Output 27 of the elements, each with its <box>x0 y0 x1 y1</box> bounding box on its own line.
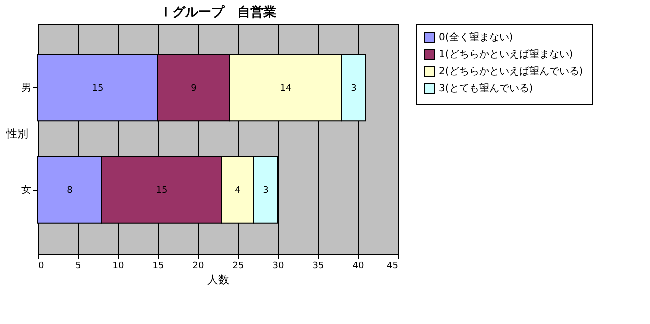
x-tick-label: 20 <box>192 262 204 272</box>
y-tick-label: 男 <box>22 82 32 94</box>
data-label: 9 <box>191 84 198 94</box>
data-label: 15 <box>156 186 168 196</box>
legend-label: 3(とても望んでいる) <box>439 82 534 94</box>
y-tick-label: 女 <box>22 184 32 196</box>
data-label: 3 <box>351 84 357 94</box>
x-tick-label: 0 <box>38 262 44 272</box>
legend-label: 0(全く望まない) <box>439 32 514 44</box>
data-label: 3 <box>263 186 269 196</box>
data-label: 4 <box>235 186 242 196</box>
x-axis-title: 人数 <box>208 274 230 286</box>
x-tick-label: 30 <box>272 262 284 272</box>
data-label: 8 <box>67 186 74 196</box>
data-label: 14 <box>280 84 292 94</box>
x-tick-label: 5 <box>76 262 82 272</box>
x-tick-label: 35 <box>312 262 324 272</box>
data-label: 15 <box>92 84 104 94</box>
chart-title: Ｉグループ 自営業 <box>160 4 276 20</box>
legend-label: 2(どちらかといえば望んでいる) <box>439 66 584 78</box>
y-axis-title: 性別 <box>6 128 28 140</box>
x-tick-label: 10 <box>112 262 124 272</box>
x-tick-label: 45 <box>387 262 398 272</box>
x-tick-label: 25 <box>232 262 244 272</box>
x-tick-label: 15 <box>152 262 164 272</box>
legend-label: 1(どちらかといえば望まない) <box>439 48 574 60</box>
x-tick-label: 40 <box>352 262 364 272</box>
